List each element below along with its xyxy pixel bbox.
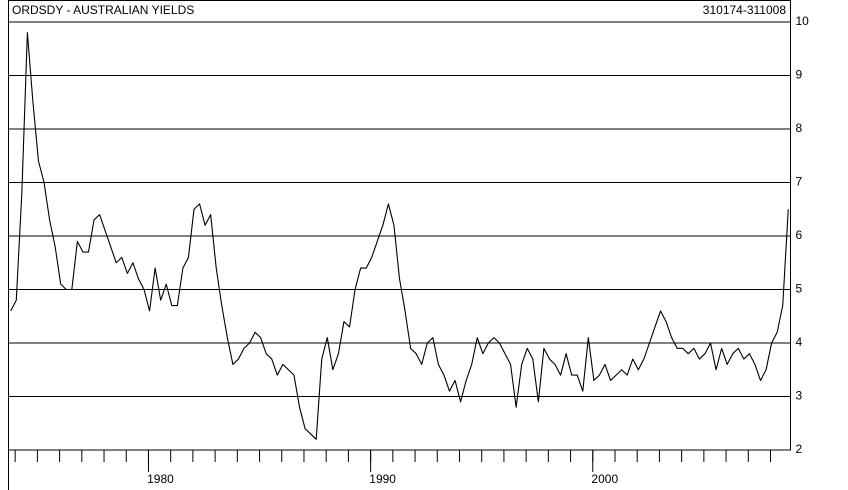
chart-subtitle: 310174-311008: [703, 3, 787, 17]
y-tick-label: 3: [796, 389, 803, 403]
chart-title: ORDSDY - AUSTRALIAN YIELDS: [12, 3, 194, 17]
y-tick-label: 2: [796, 442, 803, 456]
x-tick-label: 1980: [147, 472, 174, 486]
y-tick-label: 5: [796, 282, 803, 296]
y-tick-label: 10: [796, 14, 810, 28]
y-tick-label: 9: [796, 68, 803, 82]
plot-frame: [8, 0, 791, 451]
data-line: [10, 32, 789, 440]
x-tick-label: 1990: [369, 472, 396, 486]
y-tick-label: 6: [796, 228, 803, 242]
y-tick-label: 4: [796, 335, 803, 349]
y-tick-label: 8: [796, 121, 803, 135]
y-tick-label: 7: [796, 175, 803, 189]
x-tick-label: 2000: [591, 472, 618, 486]
